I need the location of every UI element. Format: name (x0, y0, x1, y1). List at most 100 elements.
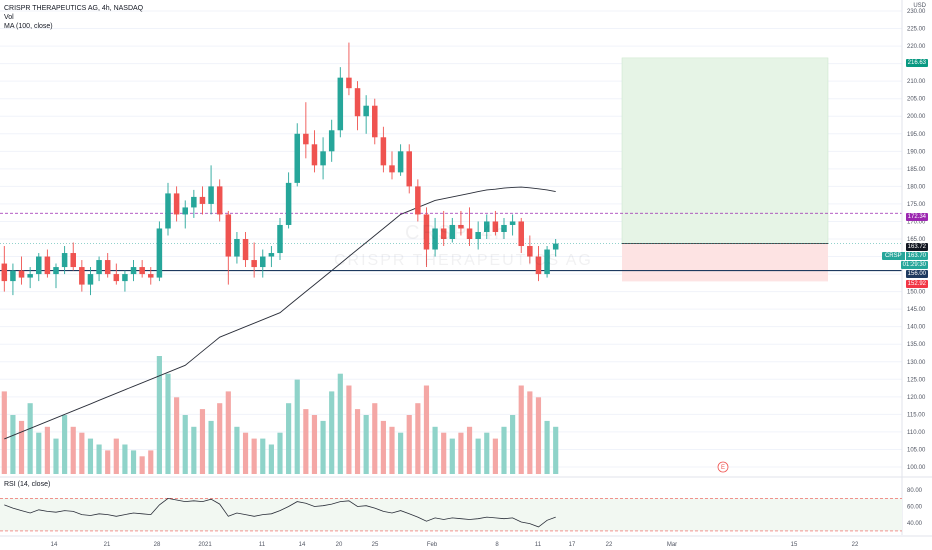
volume-bar (27, 403, 33, 474)
earnings-event-marker[interactable]: E (717, 461, 729, 473)
candle-body (251, 260, 257, 268)
volume-bar (492, 438, 498, 474)
candle-body (61, 253, 68, 268)
price-tick-label: 100.00 (907, 465, 926, 471)
candle-body (242, 239, 249, 261)
volume-bar (234, 426, 240, 474)
candle-body (415, 186, 421, 215)
watermark-ticker: CRSP, 4h (405, 222, 508, 244)
candle-body (260, 256, 266, 268)
candle-body (191, 196, 197, 208)
candle-body (130, 267, 137, 275)
candle-body (165, 193, 171, 229)
volume-bar (130, 450, 137, 474)
volume-bar (398, 432, 404, 474)
ma-legend[interactable]: MA (100, close) (4, 23, 53, 30)
candle-body (139, 267, 145, 275)
entry-price-tag: 172.34 (905, 213, 928, 221)
price-tick-label: 170.00 (907, 219, 926, 225)
volume-bar (70, 426, 76, 474)
candle-body (372, 105, 378, 138)
volume-bar (544, 420, 550, 474)
volume-bar (10, 415, 16, 474)
candle-body (44, 256, 51, 275)
price-tick-label: 195.00 (907, 132, 926, 138)
price-tick-label: 115.00 (907, 412, 926, 418)
volume-bar (363, 415, 369, 474)
volume-bar (96, 444, 102, 474)
candle-body (432, 228, 438, 250)
candle-body (53, 267, 59, 275)
volume-bar (225, 391, 231, 474)
moving-average-line (4, 186, 556, 440)
volume-bar (208, 420, 214, 474)
rsi-legend[interactable]: RSI (14, close) (4, 481, 51, 488)
price-tick-label: 225.00 (907, 27, 926, 33)
countdown-tag: 01:29:30 (900, 261, 928, 269)
rsi-tick-label: 80.00 (907, 488, 923, 494)
volume-bar (432, 426, 438, 474)
candle-body (423, 214, 430, 250)
volume-bar (139, 456, 145, 474)
watermark-name: CRISPR THERAPEUTICS AG (334, 252, 593, 269)
candle-body (346, 77, 352, 89)
volume-bar (113, 438, 119, 474)
symbol-legend[interactable]: CRISPR THERAPEUTICS AG, 4h, NASDAQ (4, 5, 144, 12)
event-circle (717, 461, 729, 473)
rsi-tick-label: 60.00 (907, 505, 923, 511)
volume-bar (199, 409, 206, 474)
long-position-tool[interactable] (621, 57, 829, 282)
candle-body (156, 228, 163, 278)
candle-body (337, 77, 344, 131)
time-tick-label: 14 (299, 542, 306, 548)
candle-body (104, 260, 111, 275)
candle-body (449, 224, 456, 239)
candle-body (311, 144, 318, 166)
loss-zone (622, 243, 828, 282)
price-tick-label: 150.00 (907, 290, 926, 296)
volume-bar (501, 426, 507, 474)
volume-bar (527, 391, 533, 474)
time-tick-label: 11 (259, 542, 266, 548)
candle-body (484, 221, 490, 232)
candle-body (363, 105, 369, 117)
last-price-tag: 163.72 (905, 243, 928, 251)
candle-body (389, 165, 395, 173)
volume-bar (311, 415, 318, 474)
volume-bar (441, 432, 447, 474)
candle-body (406, 151, 412, 187)
candle-body (234, 239, 240, 257)
time-tick-label: 22 (606, 542, 613, 548)
volume-bar (337, 373, 343, 474)
price-tick-label: 140.00 (907, 325, 926, 331)
volume-bar (510, 415, 516, 474)
volume-bar (105, 450, 111, 474)
price-tick-label: 135.00 (907, 342, 926, 348)
candlesticks (1, 42, 559, 296)
stop-price-tag: 152.92 (905, 280, 928, 288)
time-tick-label: 17 (569, 542, 576, 548)
candle-body (458, 224, 464, 229)
volume-bar (53, 438, 59, 474)
volume-bar (484, 432, 490, 474)
candle-body (397, 151, 404, 173)
volume-bar (122, 444, 128, 474)
volume-bar (354, 409, 361, 474)
candle-body (122, 274, 128, 282)
candle-body (268, 253, 275, 257)
candle-body (303, 133, 309, 145)
volume-legend[interactable]: Vol (4, 14, 14, 21)
price-tick-label: 110.00 (907, 430, 926, 436)
time-tick-label: 28 (154, 542, 161, 548)
symbol-price: 163.70 (907, 253, 926, 259)
candle-body (320, 151, 326, 166)
price-tick-label: 175.00 (907, 202, 926, 208)
time-axis[interactable]: 14 21 28 2021 11 14 20 25 Feb 8 11 17 22 Mar 15 22 (0, 535, 932, 548)
price-tick-label: 230.00 (907, 9, 926, 15)
rsi-line (4, 497, 556, 528)
volume-bar (286, 403, 292, 474)
volume-bar (18, 420, 25, 474)
candle-body (36, 256, 42, 275)
time-tick-label: 14 (51, 542, 58, 548)
